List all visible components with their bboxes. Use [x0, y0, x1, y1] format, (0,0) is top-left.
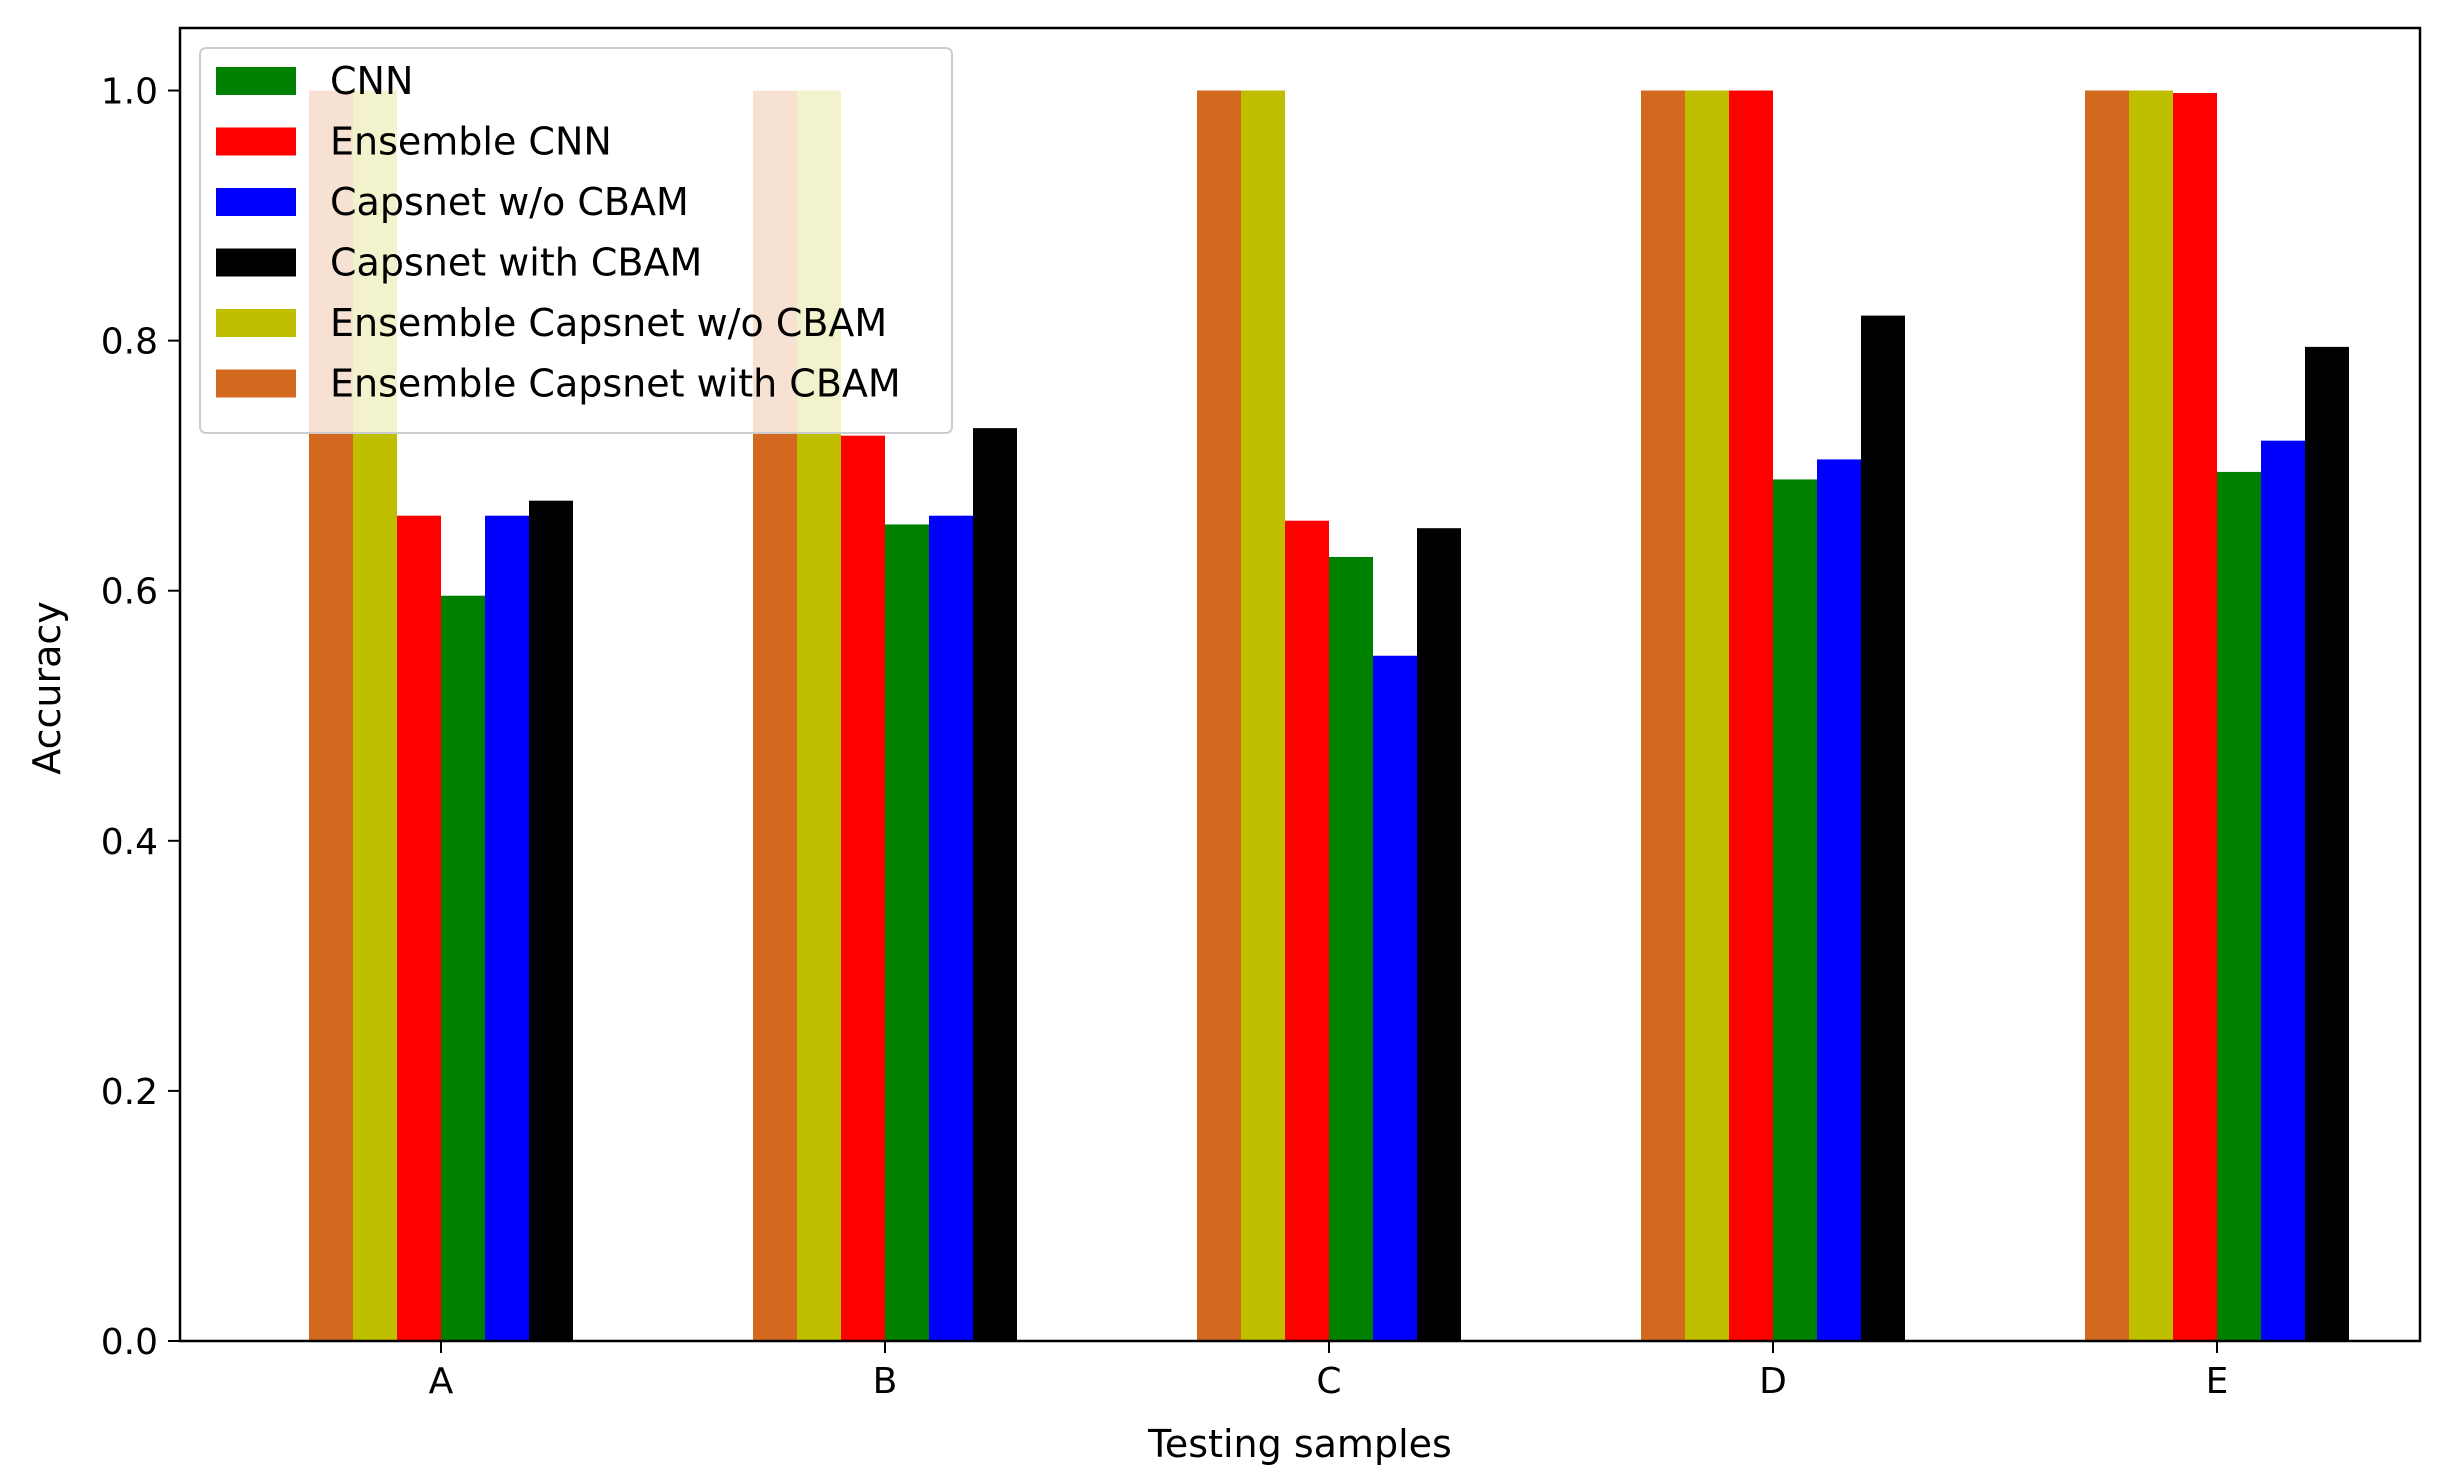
bar-d-cnn	[1773, 479, 1817, 1341]
legend-swatch	[216, 369, 296, 398]
legend-swatch	[216, 248, 296, 277]
legend-label: Ensemble Capsnet w/o CBAM	[330, 301, 887, 345]
bar-c-ensemble-cnn	[1285, 520, 1329, 1341]
x-tick-label: D	[1759, 1361, 1787, 1402]
bar-a-ensemble-cnn	[397, 515, 441, 1341]
bar-d-capsnet-w-o-cbam	[1817, 459, 1861, 1341]
x-tick-label: C	[1316, 1361, 1341, 1402]
bar-a-capsnet-with-cbam	[529, 500, 573, 1341]
x-tick-label: E	[2206, 1361, 2229, 1402]
y-axis-label: Accuracy	[25, 601, 69, 775]
axes-group: A B C D E 0.0 0.2 0.4 0.6 0.8 1.0	[101, 72, 2229, 1402]
legend-swatch	[216, 309, 296, 337]
legend-swatch	[216, 67, 296, 95]
legend-swatch	[216, 188, 296, 216]
bar-a-cnn	[441, 595, 485, 1341]
y-tick-label: 0.4	[101, 822, 158, 863]
y-tick-label: 0.2	[101, 1072, 158, 1113]
y-tick-label: 1.0	[101, 72, 158, 113]
bar-e-capsnet-with-cbam	[2305, 346, 2349, 1341]
legend-label: Capsnet w/o CBAM	[330, 180, 689, 224]
legend-swatch	[216, 127, 296, 156]
bar-e-ensemble-capsnet-with-cbam	[2085, 90, 2129, 1341]
legend: CNN Ensemble CNN Capsnet w/o CBAM Capsnet w…	[199, 47, 953, 434]
y-tick-label: 0.6	[101, 572, 158, 613]
bar-a-capsnet-w-o-cbam	[485, 515, 529, 1341]
bar-c-capsnet-w-o-cbam	[1373, 655, 1417, 1341]
bar-c-capsnet-with-cbam	[1417, 528, 1461, 1341]
legend-label: Capsnet with CBAM	[330, 241, 702, 285]
bar-d-ensemble-cnn	[1729, 90, 1773, 1341]
x-axis-label: Testing samples	[1147, 1422, 1452, 1466]
bar-d-capsnet-with-cbam	[1861, 315, 1905, 1341]
x-tick-label: B	[873, 1361, 898, 1402]
bar-b-capsnet-w-o-cbam	[929, 515, 973, 1341]
x-tick-label: A	[429, 1361, 454, 1402]
bar-e-capsnet-w-o-cbam	[2261, 440, 2305, 1341]
bar-b-ensemble-cnn	[841, 435, 885, 1341]
bar-e-ensemble-capsnet-w-o-cbam	[2129, 90, 2173, 1341]
y-tick-label: 0.8	[101, 322, 158, 363]
legend-box	[199, 47, 953, 434]
bar-c-cnn	[1329, 556, 1373, 1341]
legend-label: Ensemble Capsnet with CBAM	[330, 362, 901, 406]
bar-c-ensemble-capsnet-w-o-cbam	[1241, 90, 1285, 1341]
legend-label: Ensemble CNN	[330, 120, 612, 164]
bar-d-ensemble-capsnet-w-o-cbam	[1685, 90, 1729, 1341]
bar-c-ensemble-capsnet-with-cbam	[1197, 90, 1241, 1341]
bar-b-capsnet-with-cbam	[973, 428, 1017, 1341]
bar-b-cnn	[885, 524, 929, 1341]
bar-e-ensemble-cnn	[2173, 93, 2217, 1341]
y-tick-label: 0.0	[101, 1322, 158, 1363]
legend-label: CNN	[330, 59, 413, 103]
bar-e-cnn	[2217, 471, 2261, 1341]
bar-d-ensemble-capsnet-with-cbam	[1641, 90, 1685, 1341]
plot-frame	[178, 26, 2422, 1343]
